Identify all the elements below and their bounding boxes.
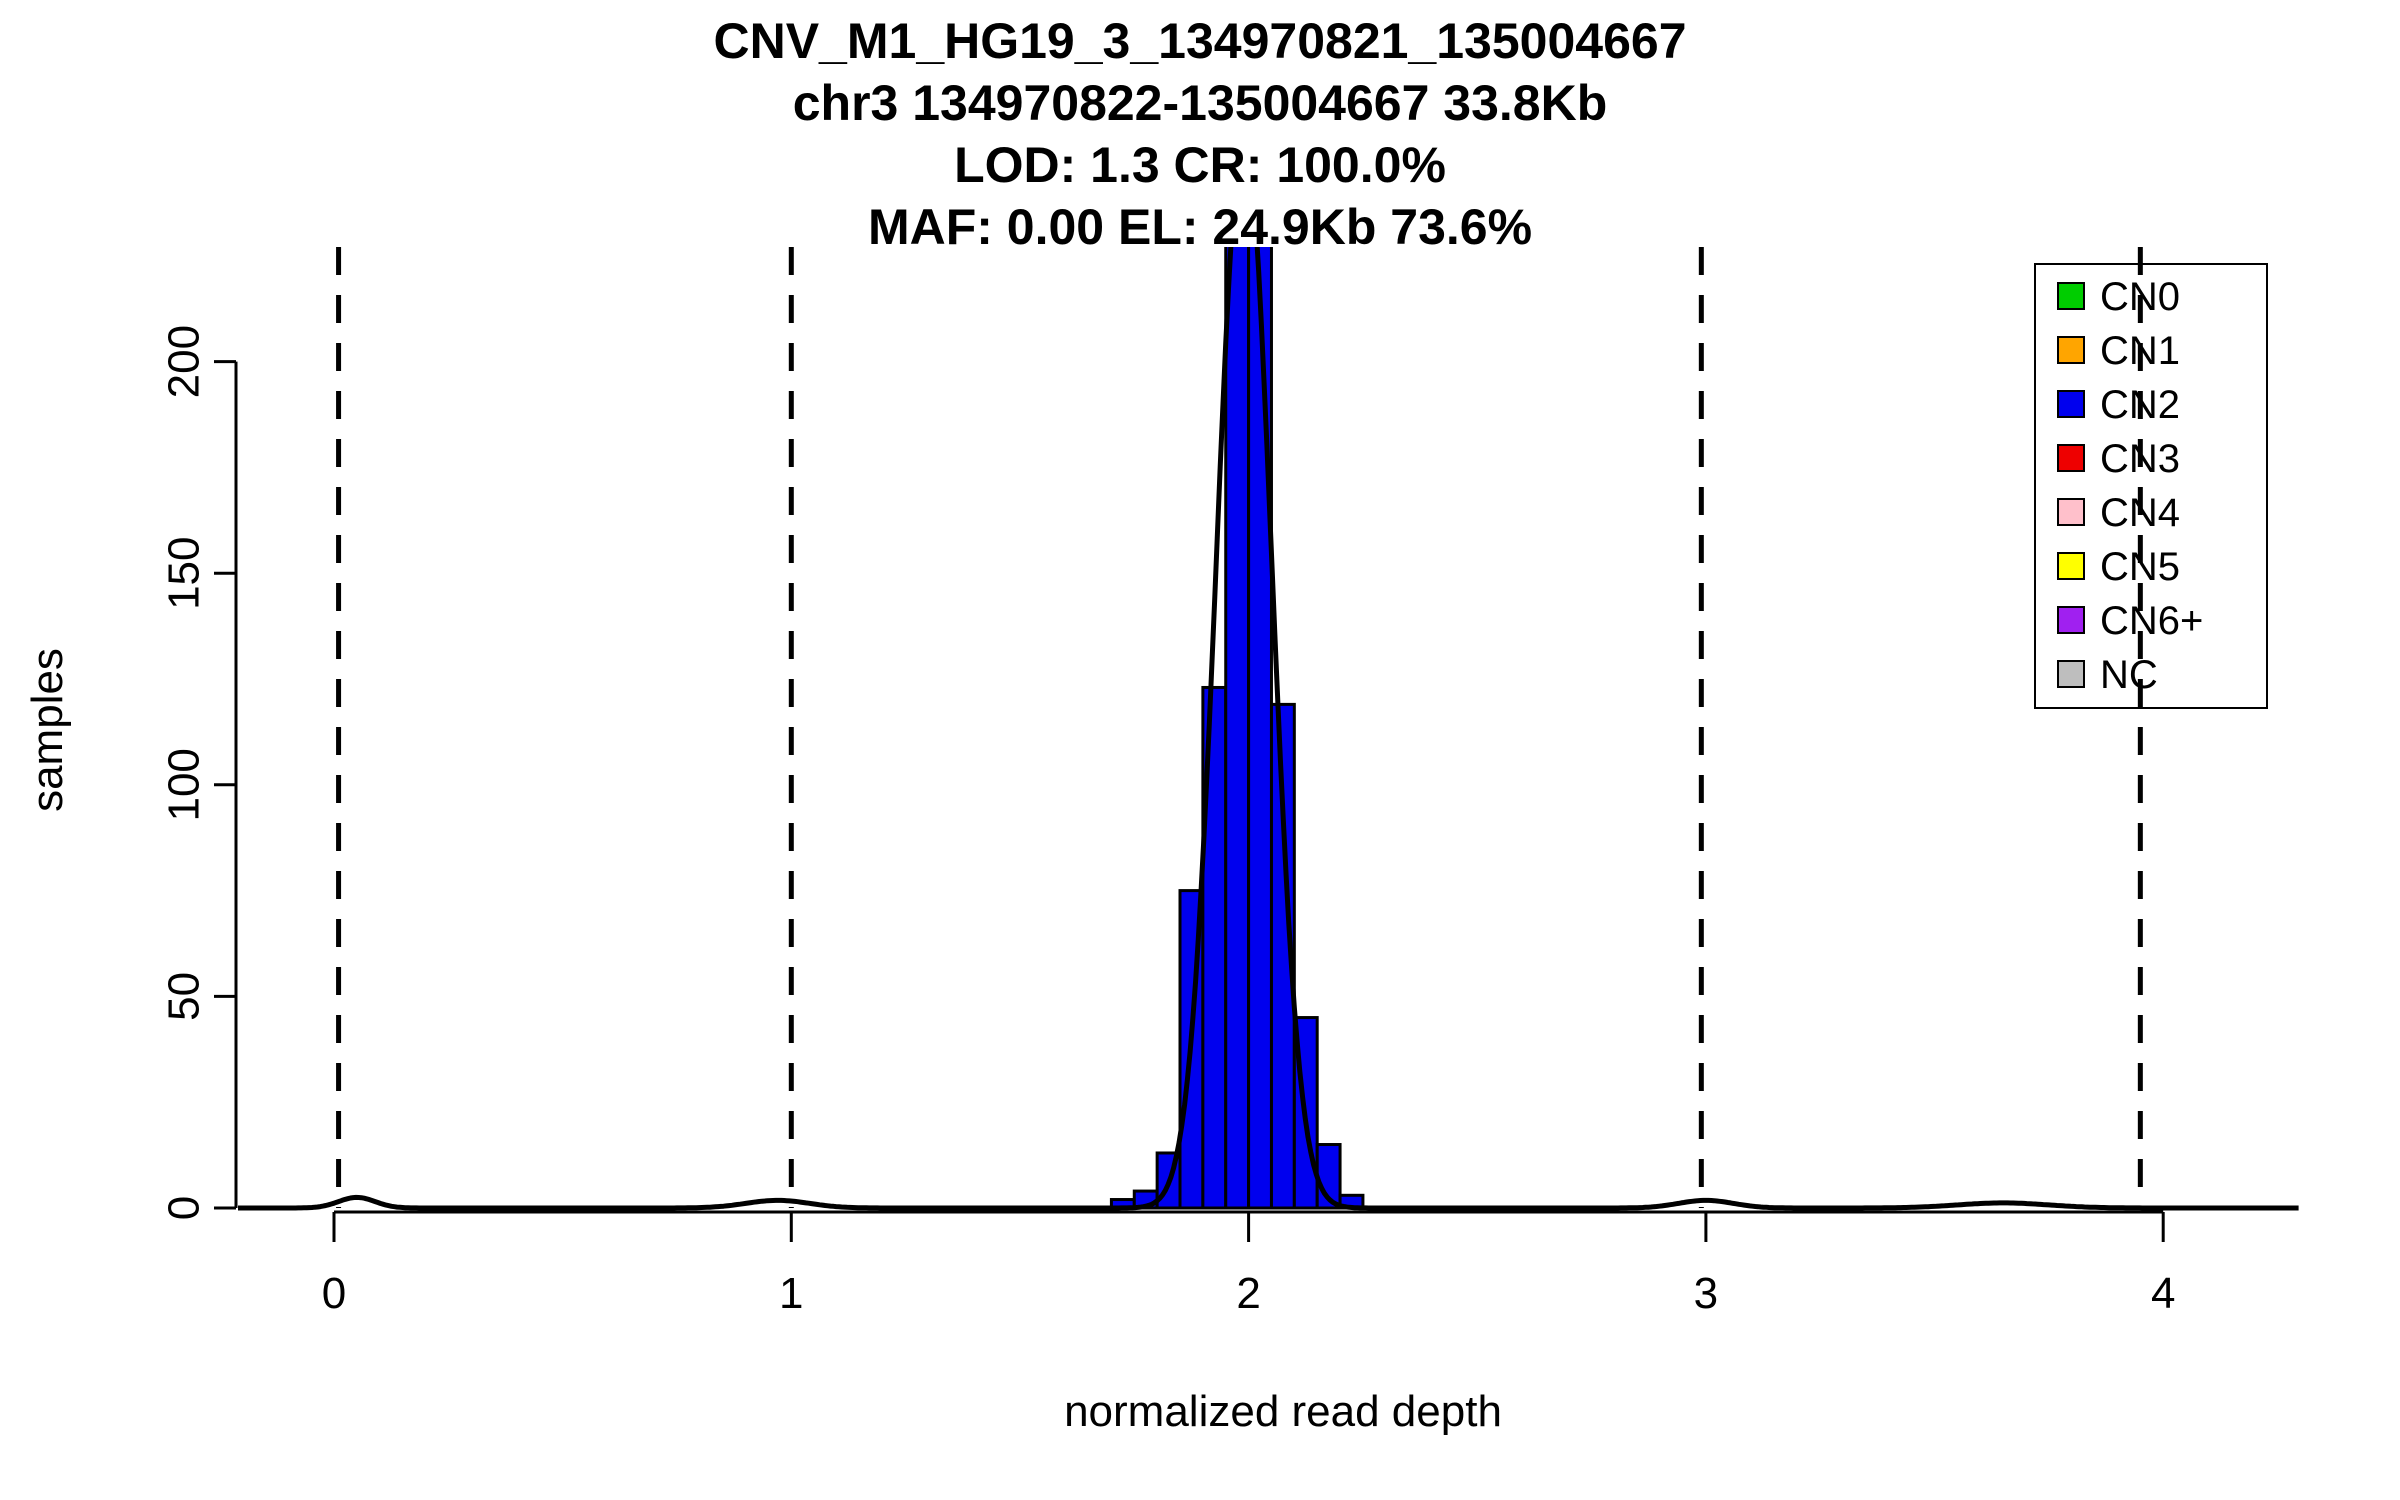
legend-swatch-cn5 — [2057, 552, 2085, 580]
x-tick-label: 0 — [322, 1269, 346, 1318]
x-tick-label: 4 — [2151, 1269, 2175, 1318]
legend-label: NC — [2100, 653, 2158, 697]
x-axis-title: normalized read depth — [1064, 1387, 1502, 1436]
chart-title-line-2: chr3 134970822-135004667 33.8Kb — [792, 75, 1608, 131]
y-axis-title: samples — [23, 648, 72, 812]
y-tick-label: 100 — [160, 748, 209, 821]
y-tick-label: 50 — [160, 972, 209, 1021]
histogram-bar — [1269, 702, 1296, 1210]
y-tick-label: 0 — [160, 1196, 209, 1220]
histogram-bars — [1109, 247, 1365, 1210]
chart-title-line-4: MAF: 0.00 EL: 24.9Kb 73.6% — [867, 199, 1533, 255]
chart-title-line-1: CNV_M1_HG19_3_134970821_135004667 — [713, 13, 1687, 69]
gaussian-fit-curve — [238, 247, 2299, 1211]
legend-label: CN6+ — [2100, 599, 2203, 643]
legend-swatch-cn2 — [2057, 390, 2085, 418]
legend-swatch-cn3 — [2057, 444, 2085, 472]
x-tick-label: 3 — [1694, 1269, 1718, 1318]
histogram-bar — [1247, 247, 1273, 1210]
x-tick-label: 2 — [1236, 1269, 1260, 1318]
y-tick-label: 200 — [160, 325, 209, 398]
x-tick-label: 1 — [779, 1269, 803, 1318]
chart-title-line-3: LOD: 1.3 CR: 100.0% — [954, 137, 1446, 193]
y-tick-label: 150 — [160, 536, 209, 609]
histogram-bar — [1224, 247, 1251, 1210]
legend-swatch-cn1 — [2057, 336, 2085, 364]
legend-swatch-cn4 — [2057, 498, 2085, 526]
chart-title: CNV_M1_HG19_3_134970821_135004667 chr3 1… — [0, 10, 2400, 258]
legend-swatch-nc — [2057, 660, 2085, 688]
legend-swatch-cn6plus — [2057, 606, 2085, 634]
legend-swatch-cn0 — [2057, 282, 2085, 310]
